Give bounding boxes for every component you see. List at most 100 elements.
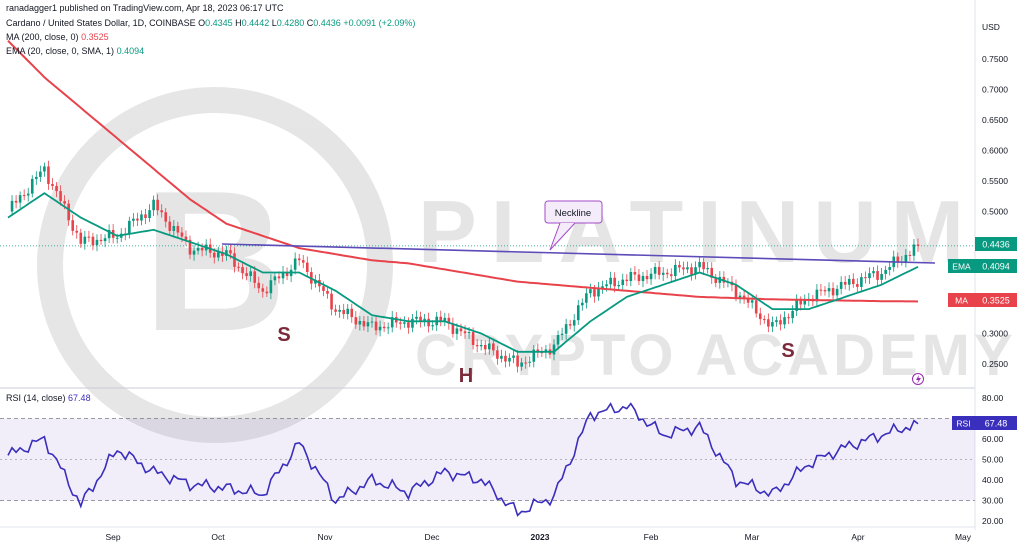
price-tick-label: 0.6500 — [982, 115, 1008, 125]
left-shoulder-label: S — [277, 324, 290, 346]
lightning-icon[interactable] — [912, 373, 924, 385]
candle-body — [95, 239, 99, 246]
ma-price-tag: MA 0.3525 — [948, 293, 1017, 307]
candle-body — [83, 236, 87, 244]
candle-body — [342, 309, 345, 315]
candle-body — [633, 272, 637, 275]
candle-body — [763, 319, 766, 321]
candle-body — [265, 291, 269, 294]
ema-tag-value: 0.4094 — [982, 262, 1010, 272]
candle-body — [492, 343, 495, 351]
candle-body — [552, 344, 556, 355]
rsi-tag-label: RSI — [956, 419, 970, 429]
candle-body — [742, 295, 746, 299]
candle-body — [771, 322, 774, 327]
candle-body — [860, 277, 863, 287]
rsi-tick-label: 20.00 — [982, 516, 1004, 526]
neckline-callout[interactable]: Neckline — [544, 200, 603, 251]
ema-price-tag: EMA 0.4094 — [948, 259, 1017, 273]
candle-body — [144, 214, 147, 219]
candle-body — [678, 264, 681, 268]
candle-body — [374, 321, 378, 331]
price-tick-label: 0.7000 — [982, 85, 1008, 95]
candle-body — [176, 226, 180, 233]
time-tick-label: Feb — [644, 532, 659, 542]
candle-body — [188, 239, 192, 255]
ema-legend-label: EMA (20, close, 0, SMA, 1) — [6, 46, 115, 56]
candle-body — [568, 324, 572, 326]
candle-body — [172, 226, 176, 231]
candle-body — [657, 267, 661, 275]
candle-body — [528, 361, 532, 363]
candle-body — [10, 200, 14, 212]
watermark: B PLATINUM CRYPTO ACADEMY — [37, 87, 1013, 443]
candle-body — [649, 273, 653, 280]
candle-body — [581, 302, 584, 306]
candle-body — [746, 298, 750, 303]
candle-body — [827, 288, 831, 292]
candle-body — [831, 288, 835, 296]
candle-body — [645, 275, 649, 280]
price-tick-label: 0.2500 — [982, 359, 1008, 369]
candle-body — [653, 267, 657, 274]
ema-20-line[interactable] — [7, 192, 919, 353]
candle-body — [621, 279, 625, 285]
candle-body — [564, 324, 568, 334]
rsi-tag-value: 67.48 — [985, 419, 1008, 429]
time-axis[interactable]: Sep Oct Nov Dec 2023 Feb Mar Apr May — [105, 532, 971, 542]
candle-body — [758, 313, 762, 320]
candle-body — [407, 322, 410, 328]
candle-body — [787, 317, 790, 319]
candle-body — [249, 271, 252, 276]
candle-body — [79, 232, 83, 244]
candle-body — [904, 254, 908, 262]
close-value: 0.4436 — [313, 18, 341, 28]
candle-body — [601, 286, 604, 289]
candle-body — [221, 252, 224, 256]
candle-body — [750, 300, 754, 303]
ma-tag-value: 0.3525 — [982, 296, 1010, 306]
candle-body — [754, 300, 758, 314]
candle-body — [87, 236, 91, 238]
neckline-callout-pointer — [549, 222, 576, 251]
candle-body — [51, 183, 54, 186]
candle-body — [479, 344, 483, 347]
ma-legend[interactable]: MA (200, close, 0) 0.3525 — [6, 32, 109, 42]
candle-body — [690, 267, 693, 275]
ma-200-line[interactable] — [7, 40, 919, 303]
candle-body — [674, 264, 677, 277]
candle-body — [702, 261, 705, 270]
candle-body — [605, 284, 608, 287]
candle-body — [471, 332, 475, 346]
candle-body — [560, 333, 564, 336]
candle-body — [876, 271, 879, 280]
candle-body — [706, 267, 709, 270]
rsi-axis[interactable]: 80.00 60.00 50.00 40.00 30.00 20.00 — [982, 393, 1004, 526]
symbol-name: Cardano / United States Dollar, 1D, COIN… — [6, 18, 196, 28]
candlesticks[interactable] — [10, 160, 920, 373]
candle-body — [217, 252, 220, 258]
price-axis[interactable]: USD 0.7500 0.7000 0.6500 0.6000 0.5500 0.5000… — [982, 22, 1008, 369]
candle-body — [253, 271, 257, 283]
rsi-tick-label: 30.00 — [982, 496, 1004, 506]
price-tick-label: 0.5000 — [982, 207, 1008, 217]
candle-body — [257, 282, 261, 289]
candle-body — [669, 274, 673, 277]
rsi-legend[interactable]: RSI (14, close) 67.48 — [6, 393, 91, 403]
symbol-legend[interactable]: Cardano / United States Dollar, 1D, COIN… — [6, 18, 415, 28]
candle-body — [71, 220, 75, 231]
time-tick-label: 2023 — [531, 532, 550, 542]
candle-body — [281, 272, 285, 279]
candle-body — [888, 267, 891, 270]
last-price-tag: 0.4436 — [975, 237, 1017, 251]
rsi-line[interactable] — [7, 402, 919, 517]
candle-body — [803, 300, 807, 305]
right-shoulder-label: S — [781, 340, 794, 362]
ema-legend[interactable]: EMA (20, close, 0, SMA, 1) 0.4094 — [6, 46, 144, 56]
candle-body — [99, 239, 103, 242]
candle-body — [261, 288, 265, 292]
neckline[interactable] — [221, 243, 936, 264]
candle-body — [200, 247, 204, 251]
candle-body — [103, 238, 107, 242]
